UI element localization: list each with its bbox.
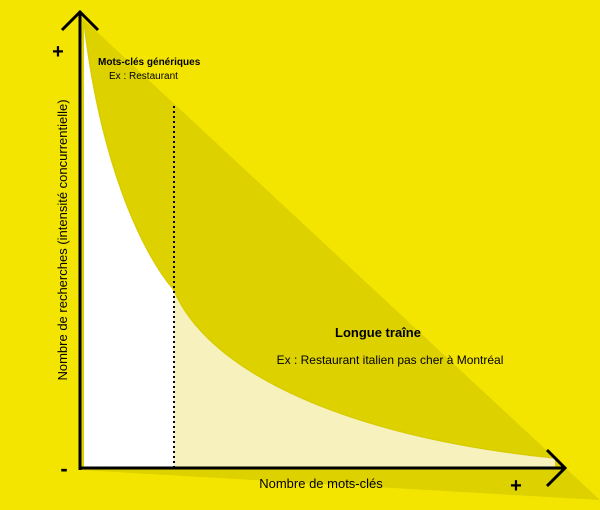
long-tail-example: Ex : Restaurant italien pas cher à Montr…	[277, 353, 504, 367]
generic-keywords-title: Mots-clés génériques	[98, 57, 201, 68]
x-axis-arrow-icon	[545, 448, 568, 488]
long-tail-area	[174, 290, 555, 468]
demand-curve	[83, 21, 556, 459]
y-axis-arrow-icon	[60, 9, 100, 32]
x-axis-label: Nombre de mots-clés	[259, 476, 383, 491]
generic-keywords-area	[84, 22, 174, 468]
generic-keywords-example: Ex : Restaurant	[109, 71, 178, 82]
x-axis-plus-sign: +	[510, 475, 522, 497]
long-tail-title: Longue traîne	[335, 325, 421, 340]
y-axis-plus-sign: +	[52, 41, 64, 63]
y-axis-minus-sign: -	[60, 456, 67, 481]
y-axis-label: Nombre de recherches (intensité concurre…	[55, 99, 70, 380]
